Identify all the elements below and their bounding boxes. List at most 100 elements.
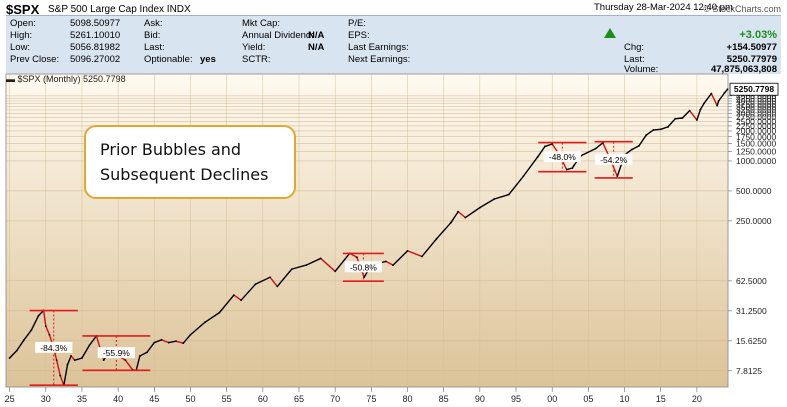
price-segment [537, 145, 546, 158]
chart-legend: ▬ $SPX (Monthly) 5250.7798 [6, 74, 126, 84]
price-segment [66, 355, 72, 366]
last2-value: 5250.77979 [726, 54, 777, 65]
price-point [536, 155, 539, 158]
x-tick-label: 05 [583, 394, 593, 404]
symbol-name: S&P 500 Large Cap Index INDX [48, 4, 191, 15]
price-segment [30, 314, 40, 331]
plot-area [5, 73, 729, 388]
price-point [44, 325, 47, 327]
price-point [616, 175, 619, 178]
pe-label: P/E: [348, 18, 366, 29]
price-point [138, 355, 141, 357]
price-segment [508, 175, 524, 196]
next-earnings-label: Next Earnings: [348, 54, 411, 65]
price-segment [182, 334, 192, 344]
price-segment [435, 221, 452, 240]
eps-label: EPS: [348, 30, 370, 41]
price-point [384, 260, 387, 263]
low-value: 5056.81982 [70, 42, 121, 53]
ask-label: Ask: [144, 18, 163, 29]
yield-value: N/A [308, 42, 325, 53]
price-point [464, 216, 467, 219]
price-segment [124, 359, 134, 371]
last-value-marker: 5250.7798 [729, 82, 779, 96]
chg-value: +154.50977 [726, 42, 777, 53]
up-arrow-icon [604, 28, 616, 38]
y-tick-label: 3500.0000 [736, 102, 776, 112]
price-segment [240, 283, 257, 301]
x-tick-label: 30 [41, 394, 51, 404]
price-segment [717, 92, 726, 102]
y-tick-label: 250.0000 [736, 216, 772, 226]
drawdown-label: -55.9% [103, 348, 130, 358]
drawdown-label: -84.3% [40, 343, 67, 353]
price-point [290, 268, 293, 271]
drawdown-label-bg [543, 151, 581, 163]
drawdown-label: -48.0% [549, 152, 576, 162]
price-point [703, 102, 706, 105]
y-tick-label: 62.5000 [736, 276, 767, 286]
price-point [695, 119, 698, 121]
last-value-label: 5250.7798 [734, 84, 774, 94]
price-segment [135, 355, 141, 372]
exchange: INDX [166, 4, 191, 15]
price-segment [450, 210, 459, 224]
price-segment [55, 359, 61, 377]
price-segment [168, 340, 177, 344]
drawdown-label-bg [97, 347, 135, 359]
price-segment [204, 311, 221, 323]
legend-text: $SPX (Monthly) 5250.7798 [17, 74, 126, 84]
price-segment [146, 341, 156, 353]
prev-close-label: Prev Close: [10, 54, 60, 65]
price-segment [710, 92, 718, 107]
x-tick-label: 00 [547, 394, 557, 404]
drawdown-label: -50.8% [350, 262, 377, 272]
price-point [48, 333, 51, 336]
price-point [450, 221, 452, 224]
price-segment [175, 340, 184, 344]
price-point [699, 108, 702, 111]
dividend-value: N/A [308, 30, 325, 41]
price-segment [42, 309, 47, 327]
price-point [146, 351, 148, 354]
datetime: Thursday 28-Mar-2024 12:40 pm [594, 2, 733, 13]
x-tick-label: 35 [77, 394, 87, 404]
price-segment [660, 126, 669, 130]
y-tick-label: 2250.0000 [736, 121, 776, 131]
price-segment [70, 355, 76, 361]
y-tick-label: 1000.0000 [736, 156, 776, 166]
y-tick-label: 4500.0000 [736, 91, 776, 101]
y-tick-label: 31.2500 [736, 306, 767, 316]
y-tick-label: 2000.0000 [736, 126, 776, 136]
price-point [30, 329, 33, 332]
y-tick-label: 3750.0000 [736, 99, 776, 109]
price-point [102, 359, 105, 362]
prev-close-value: 5096.27002 [70, 54, 121, 65]
price-point [23, 338, 25, 341]
price-segment [305, 257, 322, 266]
y-tick-label: 3000.0000 [736, 108, 776, 118]
price-point [355, 256, 358, 259]
symbol: $SPX [6, 2, 40, 17]
price-point [334, 270, 337, 273]
price-point [153, 341, 156, 344]
y-tick-label: 1500.0000 [736, 138, 776, 148]
x-tick-label: 90 [475, 394, 485, 404]
y-tick-label: 500.0000 [736, 186, 772, 196]
x-tick-label: 40 [113, 394, 123, 404]
price-point [716, 104, 719, 107]
drawdown-label-bg [344, 261, 382, 273]
price-point [726, 88, 729, 91]
x-tick-label: 95 [511, 394, 521, 404]
y-tick-label: 7.8125 [736, 366, 762, 376]
price-segment [580, 147, 597, 157]
price-point [319, 257, 322, 260]
price-segment [703, 92, 713, 104]
price-point [8, 357, 11, 359]
last2-label: Last: [624, 54, 645, 65]
x-tick-label: 45 [149, 394, 159, 404]
last-earnings-label: Last Earnings: [348, 42, 409, 53]
callout-line-2: Subsequent Declines [100, 165, 269, 184]
open-label: Open: [10, 18, 36, 29]
yield-label: Yield: [242, 42, 266, 53]
